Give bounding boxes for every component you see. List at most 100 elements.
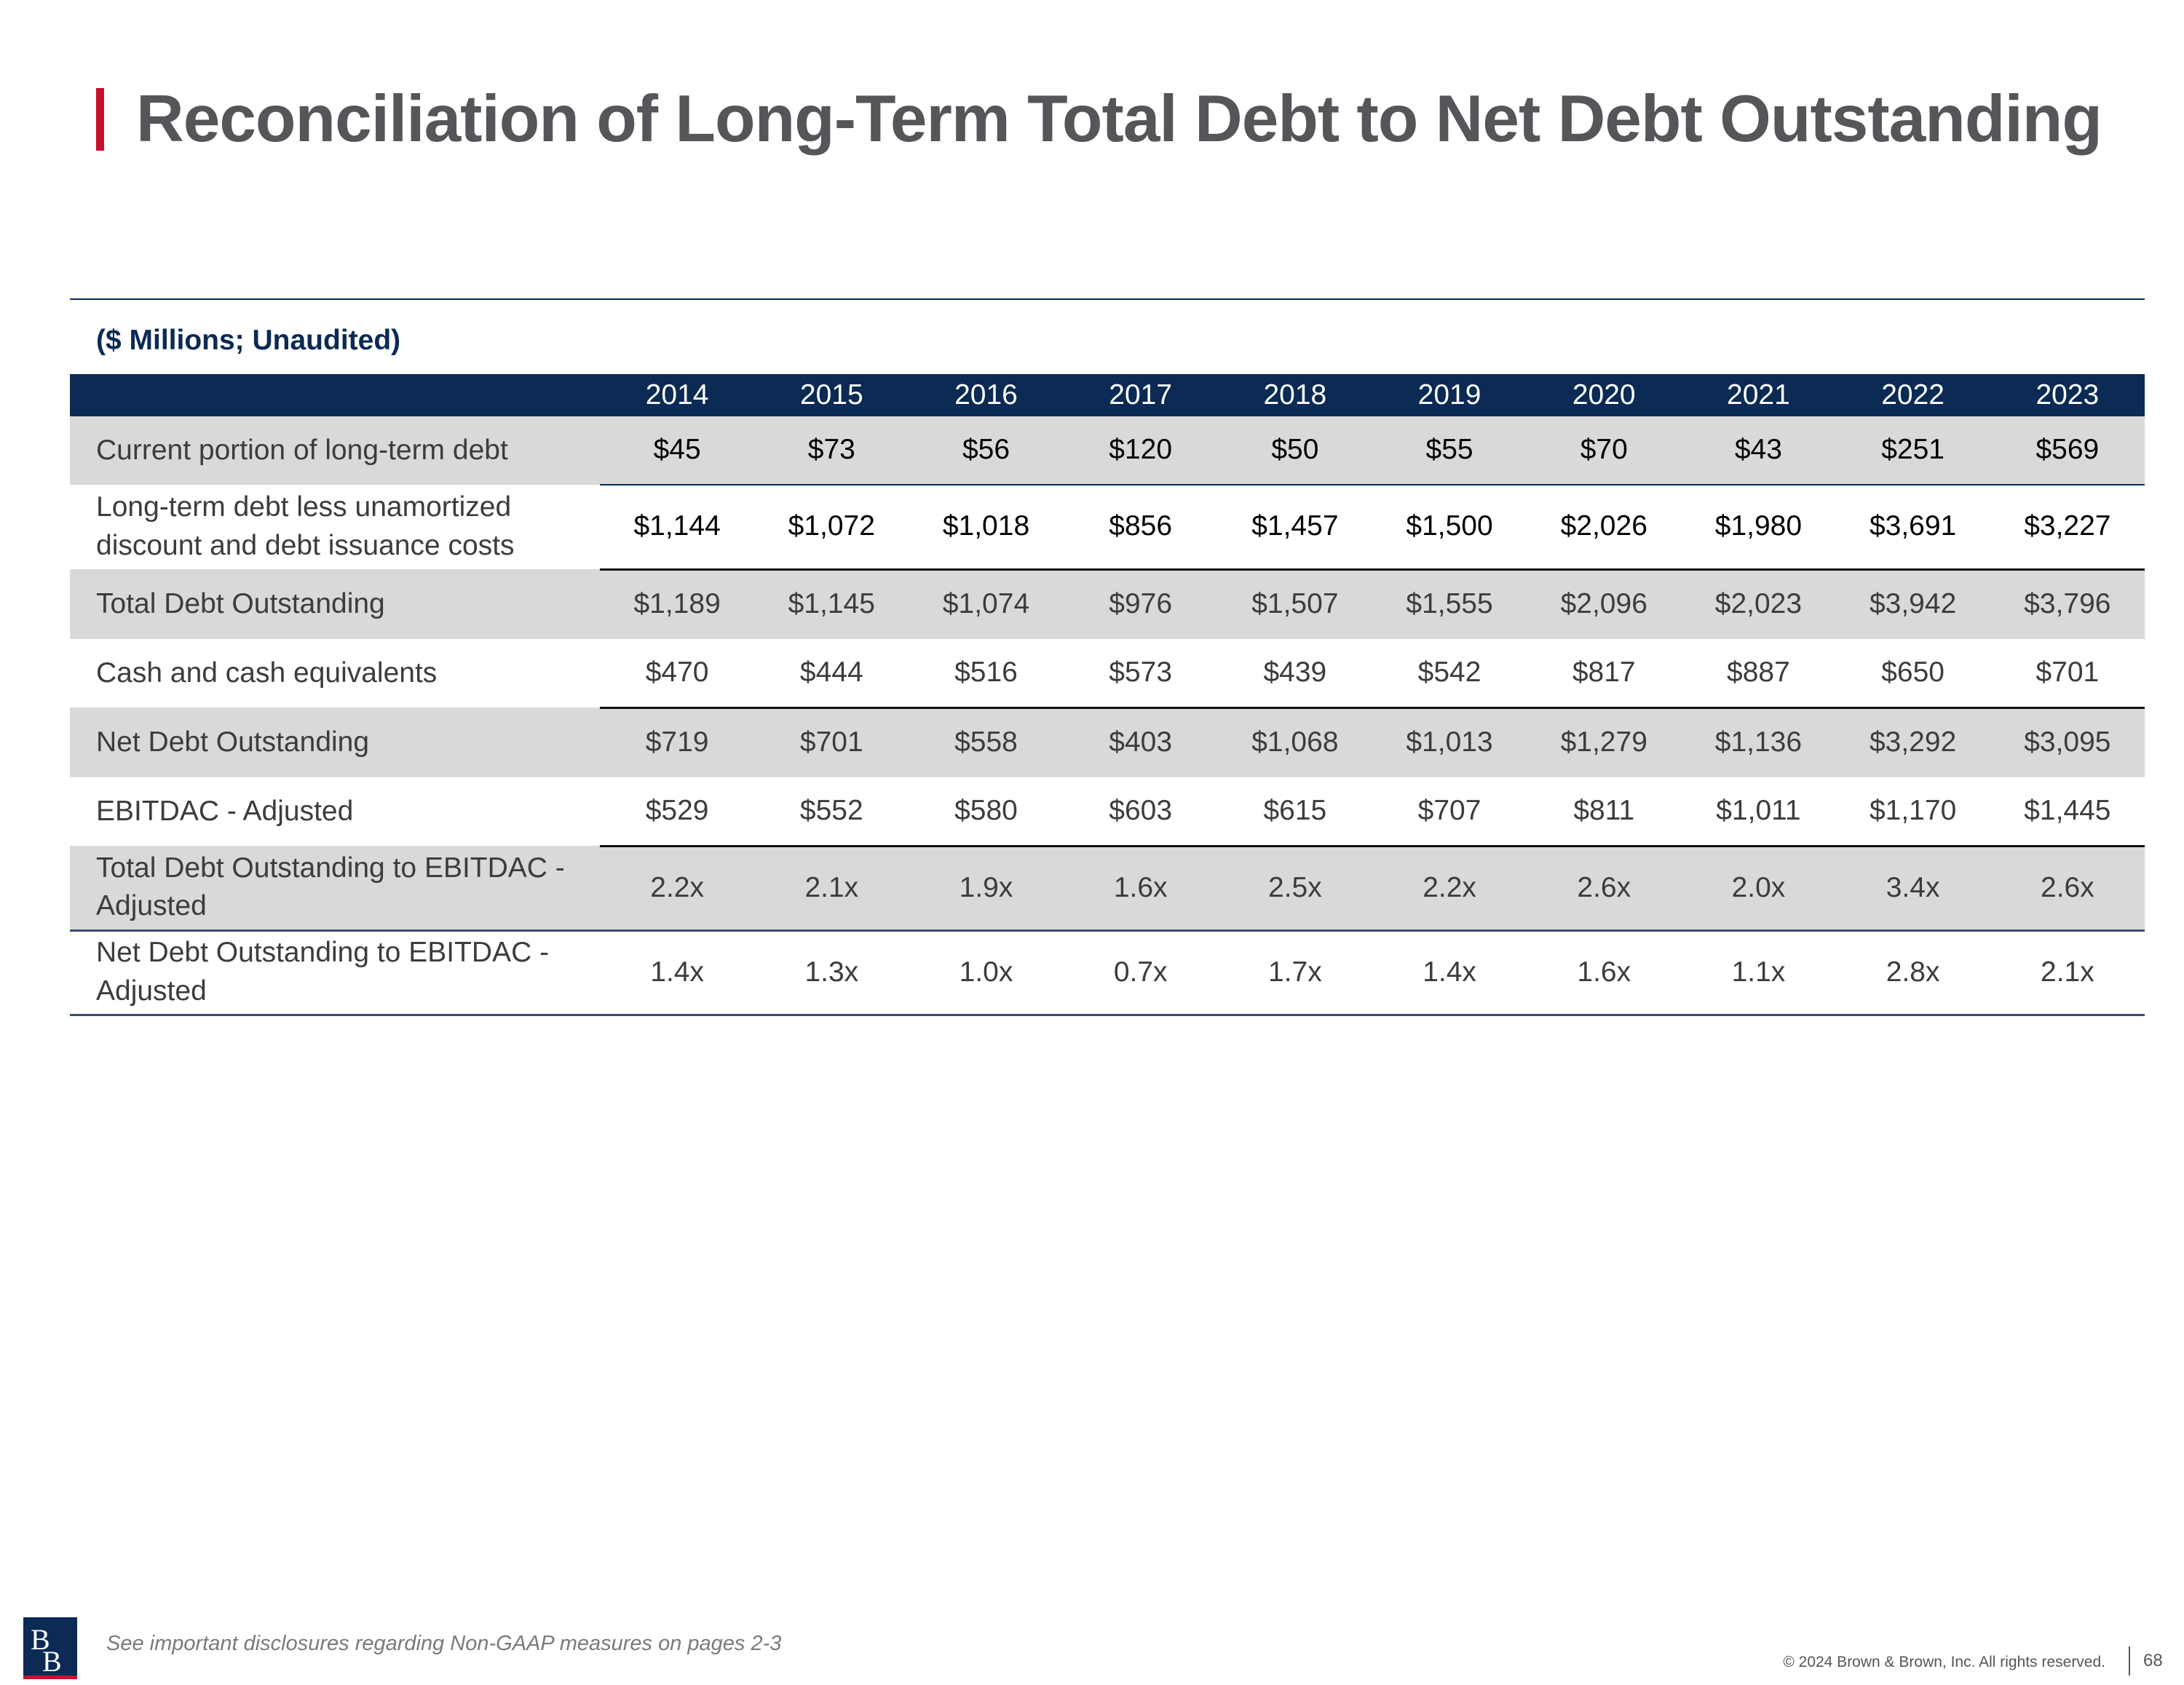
value-cell: $3,691: [1835, 485, 1990, 571]
year-header: 2019: [1417, 379, 1481, 411]
value-cell: $856: [1063, 485, 1218, 571]
value-cell: $1,445: [1990, 777, 2145, 847]
value-cell: $1,013: [1372, 707, 1527, 777]
value-cell: $1,170: [1835, 777, 1990, 847]
value-cell: $1,072: [754, 485, 909, 571]
svg-text:B: B: [42, 1645, 62, 1676]
value-cell: $701: [754, 707, 909, 777]
value-cell: $3,095: [1990, 707, 2145, 777]
value-cell: $2,096: [1527, 569, 1682, 639]
value-cell: $976: [1063, 569, 1218, 639]
year-header: 2016: [954, 379, 1018, 411]
value-cell: $542: [1372, 639, 1527, 709]
year-header: 2020: [1572, 379, 1636, 411]
value-cell: $470: [600, 639, 755, 709]
value-cell: $887: [1681, 639, 1836, 709]
value-cell: $3,292: [1835, 707, 1990, 777]
value-cell: 1.1x: [1681, 930, 1836, 1016]
year-header: 2017: [1109, 379, 1173, 411]
value-cell: 0.7x: [1063, 930, 1218, 1016]
value-cell: 1.0x: [909, 930, 1064, 1016]
title-accent-bar: [96, 87, 104, 151]
table-header-row: 2014 2015 2016 2017 2018 2019 2020 2021 …: [70, 374, 2145, 416]
value-cell: $73: [754, 416, 909, 485]
row-label: Net Debt Outstanding to EBITDAC - Adjust…: [70, 930, 601, 1016]
value-cell: $811: [1527, 777, 1682, 847]
value-cell: $3,227: [1990, 485, 2145, 571]
table-body: Current portion of long-term debt $45 $73 $…: [70, 416, 2145, 1016]
value-cell: $719: [600, 707, 755, 777]
value-cell: 1.6x: [1527, 930, 1682, 1016]
table-row: EBITDAC - Adjusted $529 $552 $580 $603 $615 $7…: [70, 777, 2145, 847]
copyright-notice: © 2024 Brown & Brown, Inc. All rights re…: [1783, 1654, 2105, 1670]
value-cell: $707: [1372, 777, 1527, 847]
value-cell: $403: [1063, 707, 1218, 777]
page-number: 68: [2143, 1651, 2163, 1670]
year-header: 2018: [1263, 379, 1327, 411]
value-cell: 1.4x: [1372, 930, 1527, 1016]
value-cell: $1,189: [600, 569, 755, 639]
value-cell: $529: [600, 777, 755, 847]
non-gaap-disclosure: See important disclosures regarding Non-…: [106, 1632, 782, 1655]
year-header: 2015: [799, 379, 863, 411]
year-header: 2021: [1727, 379, 1790, 411]
value-cell: 2.6x: [1527, 846, 1682, 932]
value-cell: 1.9x: [909, 846, 1064, 932]
value-cell: $444: [754, 639, 909, 709]
table-row: Net Debt Outstanding to EBITDAC - Adjust…: [70, 930, 2145, 1016]
value-cell: $1,068: [1217, 707, 1372, 777]
table-row: Current portion of long-term debt $45 $73 $…: [70, 416, 2145, 485]
value-cell: $573: [1063, 639, 1218, 709]
brown-and-brown-logo: B B: [23, 1617, 77, 1679]
value-cell: $580: [909, 777, 1064, 847]
value-cell: $2,026: [1527, 485, 1682, 571]
value-cell: 3.4x: [1835, 846, 1990, 932]
row-label: EBITDAC - Adjusted: [96, 795, 354, 827]
value-cell: $43: [1681, 416, 1836, 485]
value-cell: $552: [754, 777, 909, 847]
header-label-cell: [70, 374, 600, 416]
units-note: ($ Millions; Unaudited): [96, 325, 401, 356]
value-cell: $1,980: [1681, 485, 1836, 571]
value-cell: $817: [1527, 639, 1682, 709]
value-cell: $56: [909, 416, 1064, 485]
value-cell: $70: [1527, 416, 1682, 485]
value-cell: $1,279: [1527, 707, 1682, 777]
year-header: 2022: [1881, 379, 1944, 411]
row-label: Cash and cash equivalents: [96, 657, 438, 689]
row-label: Long-term debt less unamortized discount…: [96, 491, 515, 561]
page-number-divider: [2129, 1646, 2130, 1676]
table-row: Cash and cash equivalents $470 $444 $516 $57…: [70, 639, 2145, 709]
value-cell: 2.2x: [600, 846, 755, 932]
value-cell: 2.8x: [1835, 930, 1990, 1016]
row-label: Net Debt Outstanding: [70, 707, 601, 777]
value-cell: $1,500: [1372, 485, 1527, 571]
value-cell: $55: [1372, 416, 1527, 485]
page-title: Reconciliation of Long-Term Total Debt t…: [136, 82, 2102, 156]
value-cell: $569: [1990, 416, 2145, 485]
year-header: 2023: [2035, 379, 2100, 411]
table-row: Total Debt Outstanding $1,189 $1,145 $1,074…: [70, 569, 2145, 639]
value-cell: $50: [1217, 416, 1372, 485]
year-header: 2014: [645, 379, 709, 411]
title-block: Reconciliation of Long-Term Total Debt t…: [96, 86, 2102, 152]
value-cell: 2.5x: [1217, 846, 1372, 932]
value-cell: $2,023: [1681, 569, 1836, 639]
value-cell: $1,136: [1681, 707, 1836, 777]
value-cell: 2.0x: [1681, 846, 1836, 932]
svg-text:B: B: [31, 1623, 50, 1656]
value-cell: $650: [1835, 639, 1990, 709]
row-label: Total Debt Outstanding: [70, 569, 601, 639]
row-label: Current portion of long-term debt: [70, 416, 601, 485]
value-cell: $1,507: [1217, 569, 1372, 639]
table-row: Total Debt Outstanding to EBITDAC - Adju…: [70, 846, 2145, 932]
value-cell: $439: [1217, 639, 1372, 709]
value-cell: $1,144: [600, 485, 755, 571]
value-cell: $615: [1217, 777, 1372, 847]
value-cell: $1,011: [1681, 777, 1836, 847]
value-cell: $251: [1835, 416, 1990, 485]
value-cell: 1.7x: [1217, 930, 1372, 1016]
value-cell: $1,018: [909, 485, 1064, 571]
value-cell: $558: [909, 707, 1064, 777]
value-cell: 2.1x: [1990, 930, 2145, 1016]
